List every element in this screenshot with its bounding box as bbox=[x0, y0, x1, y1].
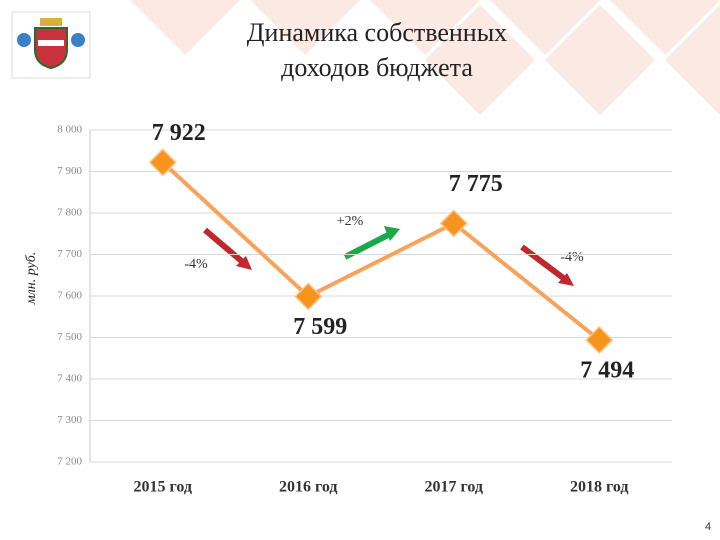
line bbox=[161, 160, 601, 342]
background-pattern bbox=[130, 0, 720, 115]
page-number: 4 bbox=[705, 521, 711, 533]
annotation: +2% bbox=[337, 214, 364, 229]
y-tick-label: 7 700 bbox=[57, 248, 82, 260]
value-label: 7 599 bbox=[293, 314, 347, 340]
value-label: 7 922 bbox=[152, 120, 206, 146]
annotation: -4% bbox=[184, 257, 208, 272]
y-tick-label: 7 400 bbox=[57, 373, 82, 385]
y-tick-label: 8 000 bbox=[57, 124, 82, 136]
x-tick-label: 2015 год bbox=[134, 479, 193, 496]
marker bbox=[439, 209, 468, 238]
trend-arrows bbox=[203, 226, 574, 286]
title-line: доходов бюджета bbox=[281, 53, 473, 82]
marker bbox=[148, 148, 177, 177]
logo bbox=[11, 11, 91, 79]
x-tick-label: 2016 год bbox=[279, 479, 338, 496]
y-tick-label: 7 300 bbox=[57, 414, 82, 426]
annotation: -4% bbox=[560, 250, 584, 265]
marker bbox=[585, 325, 614, 355]
marker bbox=[294, 282, 323, 311]
y-tick-label: 7 500 bbox=[57, 331, 82, 343]
y-tick-label: 7 600 bbox=[57, 290, 82, 302]
y-axis-label: млн. руб. bbox=[24, 252, 39, 306]
x-tick-label: 2018 год bbox=[570, 479, 629, 496]
value-label: 7 494 bbox=[580, 357, 634, 383]
x-tick-label: 2017 год bbox=[425, 479, 484, 496]
title-line: Динамика собственных bbox=[247, 18, 507, 47]
y-tick-label: 7 200 bbox=[57, 456, 82, 468]
value-label: 7 775 bbox=[449, 171, 503, 197]
y-tick-label: 7 800 bbox=[57, 207, 82, 219]
y-tick-label: 7 900 bbox=[57, 165, 82, 177]
